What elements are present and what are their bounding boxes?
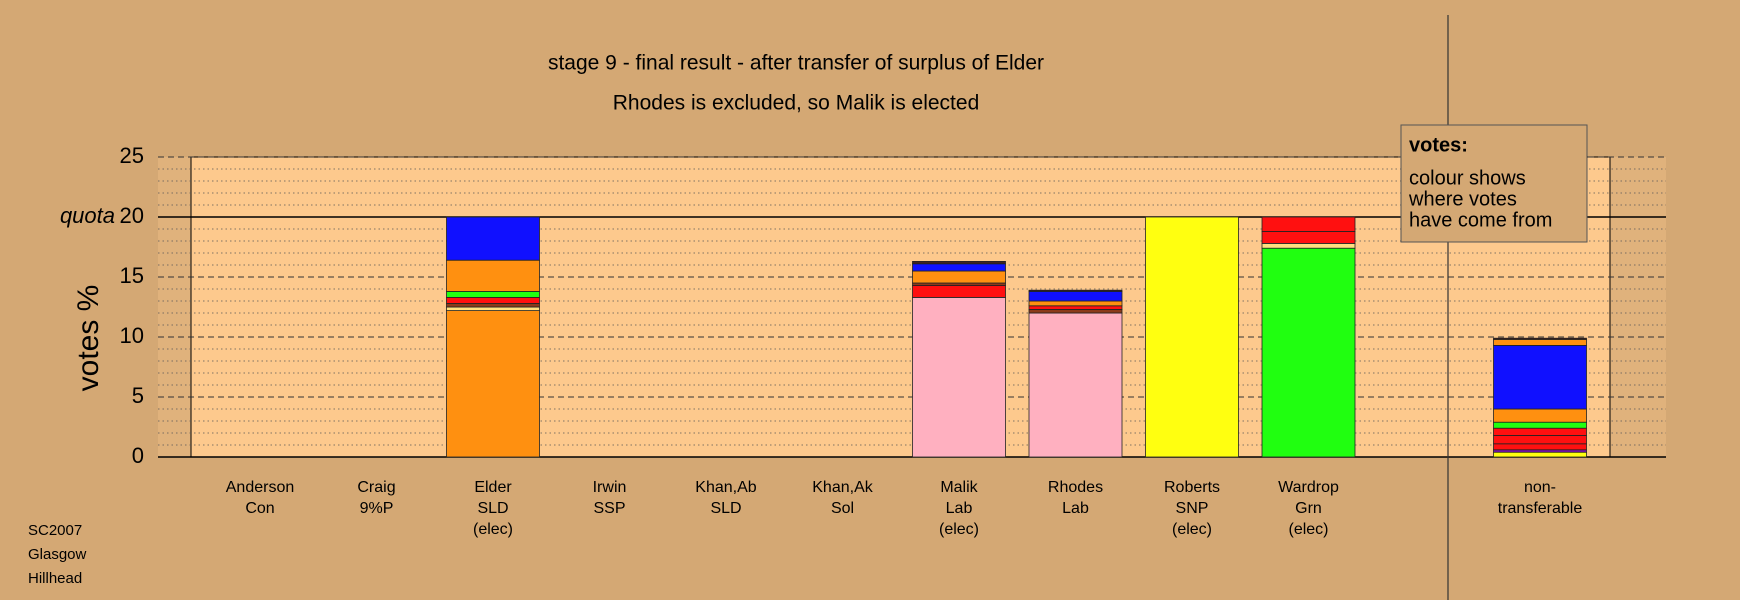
bar-segment — [446, 296, 540, 304]
x-tick-label: 9%P — [360, 500, 394, 517]
bar-segment — [1261, 230, 1356, 244]
x-tick-label: SLD — [710, 500, 741, 517]
x-tick-label: Wardrop — [1278, 479, 1339, 496]
x-tick-label: (elec) — [1172, 521, 1212, 538]
chart-subtitle: Rhodes is excluded, so Malik is elected — [613, 92, 980, 115]
x-tick-label: (elec) — [473, 521, 513, 538]
y-tick-label: 25 — [120, 143, 144, 168]
note-title: votes: — [1409, 134, 1468, 156]
y-tick-label: 10 — [120, 323, 144, 348]
x-tick-label: Anderson — [226, 479, 295, 496]
x-tick-label: Rhodes — [1048, 479, 1103, 496]
bar-segment — [1261, 247, 1356, 458]
x-tick-label: Malik — [940, 479, 978, 496]
bar-segment — [1493, 337, 1587, 340]
bar-segment — [1493, 338, 1587, 346]
bar-segment — [1028, 308, 1123, 314]
y-tick-label: 0 — [132, 443, 144, 468]
bar-segment — [912, 263, 1006, 272]
footer-text: Hillhead — [28, 570, 82, 587]
x-tick-label: (elec) — [939, 521, 979, 538]
bar-segment — [446, 259, 540, 292]
x-tick-label: Roberts — [1164, 479, 1220, 496]
bar-segment — [446, 290, 540, 298]
plot-area — [190, 156, 1611, 458]
note-line: have come from — [1409, 209, 1552, 231]
x-tick-label: Khan,Ab — [695, 479, 756, 496]
bar-segment — [1028, 312, 1123, 458]
bar-segment — [1493, 421, 1587, 429]
x-tick-label: SSP — [593, 500, 625, 517]
y-tick-label: 15 — [120, 263, 144, 288]
bar-segment — [1493, 451, 1587, 458]
y-tick-label: 20 — [120, 203, 144, 228]
bar-segment — [446, 302, 540, 308]
bar-segment — [446, 216, 540, 261]
x-tick-label: Khan,Ak — [812, 479, 873, 496]
x-tick-label: (elec) — [1288, 521, 1328, 538]
quota-label: quota — [60, 203, 115, 228]
x-tick-label: transferable — [1498, 500, 1583, 517]
bar-segment — [1028, 290, 1123, 302]
note-line: colour shows — [1409, 167, 1526, 189]
chart-title: stage 9 - final result - after transfer … — [548, 52, 1044, 75]
x-tick-label: Irwin — [593, 479, 627, 496]
x-tick-label: Grn — [1295, 500, 1322, 517]
bar-segment — [1493, 408, 1587, 423]
bar-segment — [1028, 289, 1123, 292]
y-axis-label: votes % — [72, 285, 105, 392]
footer-text: Glasgow — [28, 546, 87, 563]
bar-segment — [1261, 242, 1356, 249]
x-tick-label: SLD — [477, 500, 508, 517]
bar-segment — [1261, 216, 1356, 232]
bar-segment — [912, 260, 1006, 265]
x-tick-label: Lab — [1062, 500, 1089, 517]
bar-segment — [1493, 344, 1587, 410]
bar-segment — [912, 270, 1006, 284]
bar-segment — [1493, 427, 1587, 436]
bar-segment — [1145, 216, 1239, 458]
x-tick-label: Craig — [357, 479, 395, 496]
x-tick-label: Elder — [474, 479, 512, 496]
footer-text: SC2007 — [28, 522, 82, 539]
bar-segment — [1028, 300, 1123, 307]
note-box — [1400, 124, 1588, 243]
note-line: where votes — [1408, 188, 1517, 210]
bar-segment — [912, 296, 1006, 458]
x-tick-label: non- — [1524, 479, 1556, 496]
x-tick-label: SNP — [1176, 500, 1209, 517]
bar-segment — [446, 310, 540, 458]
x-tick-label: Con — [245, 500, 274, 517]
x-tick-label: Lab — [946, 500, 973, 517]
x-tick-label: Sol — [831, 500, 854, 517]
bar-segment — [446, 306, 540, 311]
bar-segment — [912, 284, 1006, 298]
bar-segment — [1028, 305, 1123, 310]
bar-segment — [1493, 443, 1587, 451]
y-tick-label: 5 — [132, 383, 144, 408]
bar-segment — [1493, 434, 1587, 445]
